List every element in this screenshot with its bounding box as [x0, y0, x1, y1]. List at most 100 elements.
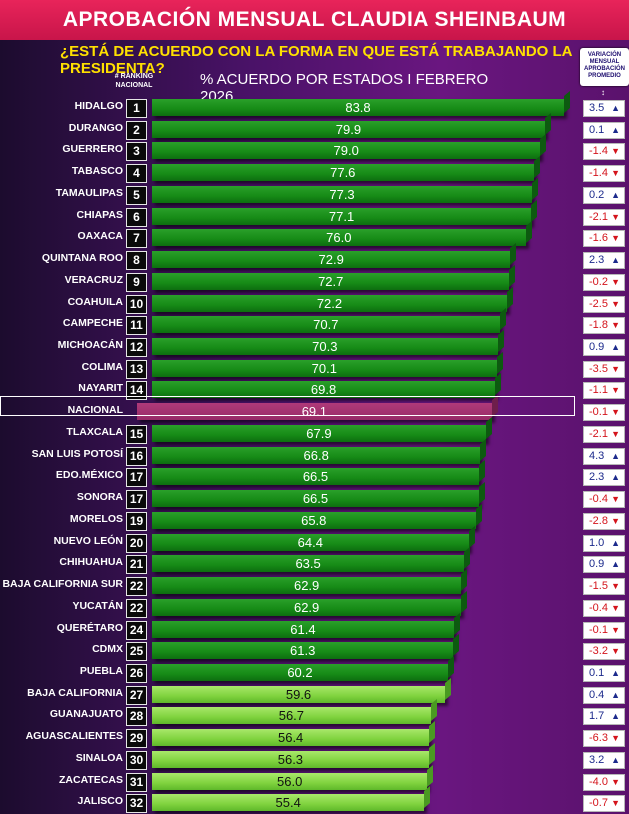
variation-value: -2.1: [589, 210, 608, 223]
bar-side: [427, 764, 434, 787]
bar-value-label: 72.2: [316, 295, 343, 311]
bar-side: [480, 438, 487, 461]
state-label: SINALOA: [75, 751, 123, 764]
chart-row: COAHUILA 10 72.2 -2.5 ▼: [0, 286, 629, 315]
state-label: AGUASCALIENTES: [25, 730, 123, 743]
arrow-up-icon: ▲: [611, 689, 620, 700]
chart-row: YUCATÁN 22 62.9 -0.4 ▼: [0, 590, 629, 619]
variation-badge: -0.1 ▼: [583, 404, 625, 422]
state-label: VERACRUZ: [64, 273, 123, 286]
arrow-up-icon: ▲: [611, 103, 620, 113]
bar: 56.3: [152, 742, 435, 768]
variation-value: -0.7: [589, 797, 608, 810]
chart-row: CHIAPAS 6 77.1 -2.1 ▼: [0, 199, 629, 228]
variation-value: 0.1: [589, 123, 605, 136]
variation-badge: -6.3 ▼: [583, 730, 625, 748]
bar: 64.4: [152, 525, 475, 551]
rank-badge: 12: [126, 338, 147, 358]
bar-value-label: 72.7: [318, 273, 344, 289]
chart-row: JALISCO 32 55.4 -0.7 ▼: [0, 786, 629, 814]
state-label: JALISCO: [77, 795, 123, 808]
variation-badge: 1.0 ▲: [583, 534, 625, 552]
arrow-down-icon: ▼: [611, 515, 620, 526]
rank-badge: 22: [126, 577, 147, 597]
chart-row: COLIMA 13 70.1 -3.5 ▼: [0, 351, 629, 380]
bar-side: [478, 482, 485, 505]
arrow-down-icon: ▼: [611, 298, 620, 309]
chart-row: TAMAULIPAS 5 77.3 0.2 ▲: [0, 177, 629, 206]
bar-side: [540, 134, 547, 157]
bar-value-label: 67.9: [306, 425, 332, 441]
rank-badge: 3: [126, 142, 147, 162]
arrow-down-icon: ▼: [611, 211, 620, 222]
bar: 76.0: [152, 221, 532, 247]
variation-value: -0.1: [589, 623, 608, 636]
bar-side: [464, 547, 471, 570]
state-label: CDMX: [92, 643, 123, 656]
arrow-down-icon: ▼: [611, 581, 620, 592]
bar-value-label: 61.3: [290, 643, 316, 659]
arrow-down-icon: ▼: [611, 602, 620, 613]
arrow-down-icon: ▼: [611, 276, 620, 287]
bar: 77.3: [152, 177, 539, 203]
rank-badge: 27: [126, 685, 147, 705]
rank-badge: 22: [126, 598, 147, 618]
rank-badge: 17: [126, 490, 147, 510]
bar: 79.9: [152, 112, 551, 138]
state-label: NUEVO LEÓN: [53, 534, 123, 547]
rank-badge: 11: [126, 316, 147, 336]
variation-value: -1.5: [589, 580, 608, 593]
nacional-highlight-frame: [0, 396, 575, 416]
variation-badge: -1.8 ▼: [583, 317, 625, 335]
variation-badge: 2.3 ▲: [583, 469, 625, 487]
arrow-down-icon: ▼: [611, 146, 620, 157]
variation-badge: 2.3 ▲: [583, 252, 625, 270]
survey-question: ¿ESTÁ DE ACUERDO CON LA FORMA EN QUE EST…: [60, 43, 572, 77]
rank-badge: 1: [126, 99, 147, 118]
variation-value: 1.7: [589, 710, 605, 723]
variation-value: 3.5: [589, 102, 605, 114]
variation-value: -1.1: [589, 384, 608, 397]
bar-side: [461, 569, 468, 592]
state-label: OAXACA: [77, 230, 123, 243]
chart-row: SAN LUIS POTOSÍ 16 66.8 4.3 ▲: [0, 438, 629, 467]
bar-side: [510, 243, 517, 266]
arrow-down-icon: ▼: [611, 385, 620, 396]
state-label: EDO.MÉXICO: [55, 469, 123, 482]
variation-value: 3.2: [589, 753, 605, 766]
bar-value-label: 83.8: [345, 100, 371, 115]
variation-badge: 0.2 ▲: [583, 186, 625, 204]
variation-badge: -4.0 ▼: [583, 773, 625, 791]
state-label: COAHUILA: [67, 295, 123, 308]
arrow-up-icon: ▲: [611, 472, 620, 483]
bar-value-label: 79.9: [335, 121, 362, 137]
rank-badge: 32: [126, 794, 147, 814]
chart-row: SINALOA 30 56.3 3.2 ▲: [0, 742, 629, 771]
bar-value-label: 56.7: [278, 708, 305, 724]
rank-badge: 4: [126, 164, 147, 184]
variation-column-header: VARIACIÓN MENSUAL APROBACIÓN PROMEDIO: [580, 48, 629, 86]
arrow-up-icon: ▲: [611, 450, 620, 461]
arrow-down-icon: ▼: [611, 646, 620, 657]
variation-value: 4.3: [589, 449, 605, 462]
state-label: NACIONAL: [67, 404, 123, 417]
bar-side: [564, 90, 571, 113]
bar-value-label: 64.4: [297, 534, 323, 550]
bar-side: [429, 721, 436, 744]
variation-badge: 0.4 ▲: [583, 686, 625, 704]
variation-badge: -1.4 ▼: [583, 165, 625, 183]
variation-value: 0.4: [589, 688, 605, 701]
variation-value: 0.1: [589, 666, 605, 679]
chart-row: GUANAJUATO 28 56.7 1.7 ▲: [0, 699, 629, 727]
bar-side: [485, 416, 492, 439]
chart-row: HIDALGO 1 83.8 3.5 ▲: [0, 90, 629, 119]
rank-badge: 28: [126, 707, 147, 727]
rank-badge: 19: [126, 511, 147, 531]
state-label: QUERÉTARO: [56, 621, 123, 634]
arrow-down-icon: ▼: [611, 428, 620, 439]
variation-value: -4.0: [589, 775, 608, 788]
bar-side: [468, 525, 475, 548]
state-label: TAMAULIPAS: [55, 186, 123, 199]
bar-value-label: 62.9: [293, 578, 320, 594]
bar: 70.3: [152, 329, 504, 356]
